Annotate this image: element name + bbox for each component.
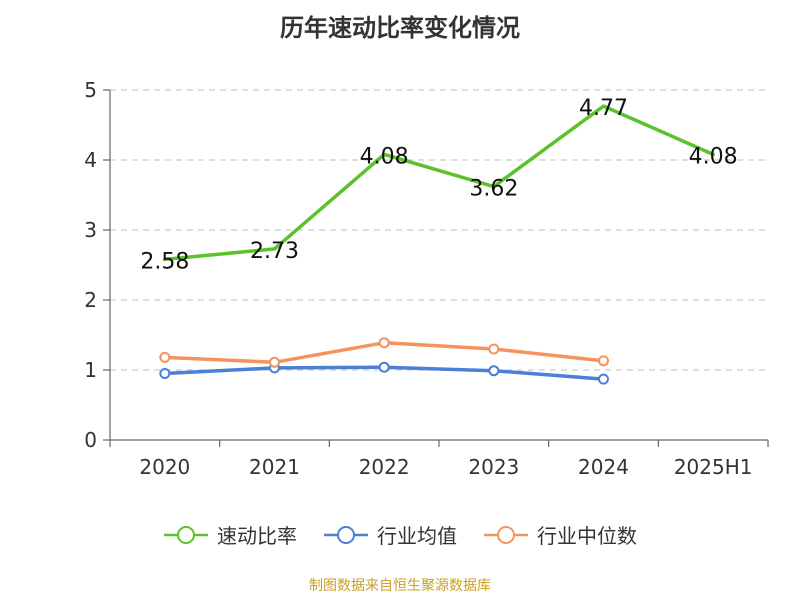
x-tick-label-2023: 2023: [468, 455, 519, 479]
x-tick-label-2025H1: 2025H1: [674, 455, 753, 479]
series-2-point-2024: [598, 355, 609, 367]
legend-item-2[interactable]: 行业中位数: [483, 520, 637, 549]
x-tick-label-2022: 2022: [359, 455, 410, 479]
grid-lines: [110, 89, 768, 371]
series-lines: [159, 104, 715, 385]
legend-item-1[interactable]: 行业均值: [323, 520, 457, 549]
data-labels: 2.58 2.73 4.08 3.62 4.77 4.08: [140, 96, 737, 274]
x-tick-label-2024: 2024: [578, 455, 629, 479]
legend: 速动比率 行业均值 行业中位数: [0, 520, 800, 549]
data-label-2020: 2.58: [140, 249, 189, 274]
series-1-point-2022: [378, 361, 390, 373]
legend-swatch-circle: [337, 525, 355, 544]
y-tick-label-4: 4: [84, 148, 97, 172]
y-tick-label-3: 3: [84, 218, 97, 242]
data-label-2022: 4.08: [360, 144, 409, 169]
series-1-point-2020: [159, 368, 171, 379]
data-label-2024: 4.77: [579, 96, 628, 121]
x-tick-label-2021: 2021: [249, 455, 300, 479]
legend-swatch-circle: [497, 525, 515, 544]
series-1-point-2023: [488, 365, 500, 377]
legend-item-0[interactable]: 速动比率: [163, 520, 297, 549]
legend-swatch-icon: [484, 525, 528, 544]
legend-swatch-circle: [177, 525, 195, 544]
series-2-point-2023: [488, 343, 500, 355]
legend-label: 速动比率: [217, 524, 297, 548]
legend-label: 行业均值: [377, 524, 457, 548]
axes: 0 1 2 3 4 5 2020 2021 2022 2023 2024 2025H1: [84, 78, 769, 479]
series-2-point-2022: [378, 337, 390, 349]
data-label-2023: 3.62: [469, 177, 518, 202]
source-note: 制图数据来自恒生聚源数据库: [309, 578, 491, 594]
x-tick-label-2020: 2020: [139, 455, 190, 479]
data-label-2025H1: 4.08: [689, 144, 738, 169]
series-line-0: [163, 104, 715, 262]
series-1-point-2024: [598, 373, 609, 385]
legend-swatch-icon: [164, 525, 208, 544]
y-tick-label-5: 5: [84, 78, 97, 102]
series-2-point-2020: [159, 351, 171, 363]
legend-swatch-icon: [324, 525, 368, 544]
y-tick-label-2: 2: [84, 288, 97, 312]
series-2-point-2021: [269, 356, 280, 368]
chart-title: 历年速动比率变化情况: [280, 14, 520, 42]
legend-label: 行业中位数: [537, 524, 637, 548]
y-tick-label-0: 0: [84, 428, 97, 452]
data-label-2021: 2.73: [250, 239, 299, 264]
y-tick-label-1: 1: [84, 358, 97, 382]
